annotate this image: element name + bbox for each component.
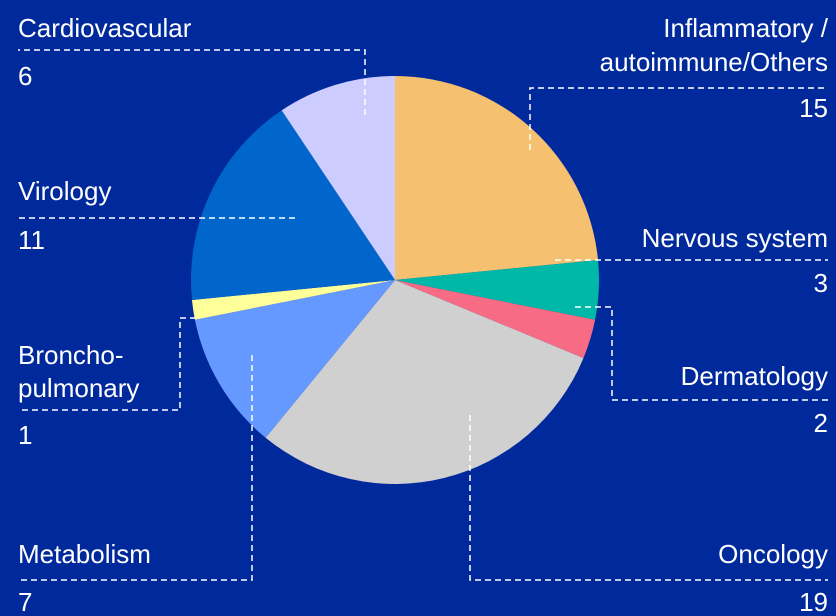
pie-slice (191, 280, 395, 320)
slice-label: Virology (18, 176, 111, 206)
slice-value: 6 (18, 61, 32, 91)
pie-slice (395, 76, 599, 280)
slice-value: 19 (799, 587, 828, 616)
pie-slice (265, 280, 584, 484)
slice-label: Metabolism (18, 539, 151, 569)
leader-line (18, 355, 253, 581)
leader-line (529, 87, 828, 150)
pie-slice (281, 76, 395, 280)
pie-slice (395, 280, 596, 359)
slice-label: pulmonary (18, 373, 139, 403)
slice-value: 11 (18, 225, 45, 255)
slice-value: 2 (814, 408, 828, 438)
leader-line (18, 49, 366, 115)
slice-label: Cardiovascular (18, 13, 192, 43)
leader-line (575, 306, 828, 401)
slice-value: 7 (18, 587, 32, 616)
slice-label: autoimmune/Others (600, 47, 828, 77)
slice-value: 3 (814, 268, 828, 298)
pie-slice (395, 260, 599, 320)
slice-value: 1 (18, 420, 32, 450)
leader-line (18, 317, 196, 411)
slice-label: Broncho- (18, 340, 124, 370)
slice-label: Nervous system (642, 223, 828, 253)
leader-line (469, 415, 828, 581)
pie-slice (194, 280, 395, 438)
slice-label: Dermatology (681, 361, 828, 391)
slice-label: Oncology (718, 539, 828, 569)
slice-value: 15 (799, 93, 828, 123)
slice-label: Inflammatory / (663, 13, 828, 43)
pie-slice (191, 110, 395, 300)
